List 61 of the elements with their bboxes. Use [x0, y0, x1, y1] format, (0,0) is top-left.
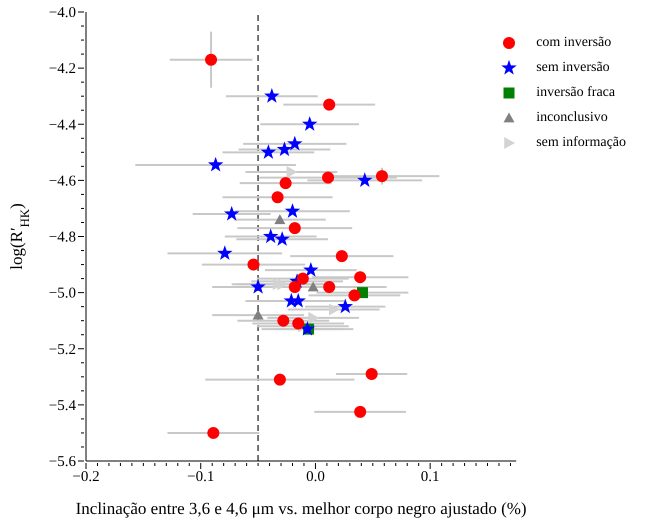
- point: [338, 298, 353, 314]
- legend-label: com inversão: [536, 34, 612, 50]
- point: [287, 136, 303, 150]
- point: [274, 214, 286, 224]
- point: [348, 289, 360, 302]
- point: [323, 98, 336, 111]
- y-tick-label: −5.6: [48, 454, 76, 470]
- point: [288, 222, 301, 234]
- x-tick-label: −0.1: [187, 469, 214, 485]
- point: [308, 312, 320, 324]
- point: [250, 278, 266, 294]
- point: [274, 374, 286, 386]
- x-axis-title: Inclinação entre 3,6 e 4,6 μm vs. melhor corpo negro ajustado (%): [76, 499, 527, 518]
- point: [276, 141, 292, 156]
- point: [308, 282, 319, 292]
- point: [277, 314, 290, 327]
- point: [357, 172, 372, 187]
- point: [208, 156, 224, 172]
- y-tick-label: −4.8: [48, 230, 76, 246]
- point: [286, 166, 298, 178]
- y-tick-label: −4.4: [48, 117, 76, 134]
- y-tick-label: −4.2: [48, 61, 76, 78]
- point: [302, 116, 318, 131]
- legend-label: sem inversão: [536, 60, 610, 76]
- x-tick-label: −0.2: [72, 469, 100, 485]
- point: [207, 426, 220, 439]
- y-tick-label: −4.0: [48, 5, 76, 21]
- x-tick-label: 0.1: [420, 469, 440, 485]
- point: [296, 272, 309, 285]
- x-tick-label: 0.0: [306, 469, 325, 485]
- y-tick-label: −5.4: [48, 398, 76, 414]
- y-tick-label: −5.2: [48, 342, 76, 358]
- point: [323, 281, 336, 293]
- point: [260, 144, 276, 159]
- point: [322, 172, 334, 184]
- point: [328, 303, 340, 316]
- point: [247, 258, 260, 271]
- point: [336, 250, 348, 262]
- point: [262, 228, 278, 244]
- legend-label: sem informação: [536, 134, 626, 150]
- point: [205, 54, 218, 66]
- point: [366, 368, 378, 380]
- y-tick-label: −5.0: [48, 286, 76, 302]
- point: [217, 245, 233, 260]
- point: [264, 88, 280, 103]
- point: [300, 320, 316, 336]
- point: [376, 170, 388, 182]
- point: [284, 203, 300, 218]
- legend-label: inversão fraca: [536, 84, 616, 100]
- point: [252, 310, 264, 320]
- legend-label: inconclusivo: [536, 110, 608, 126]
- point: [288, 281, 301, 293]
- point: [354, 271, 366, 284]
- point: [292, 318, 304, 330]
- point: [354, 406, 366, 418]
- point: [272, 191, 284, 204]
- y-tick-label: −4.6: [48, 173, 76, 190]
- point: [280, 177, 292, 190]
- point: [303, 262, 319, 277]
- point: [274, 231, 290, 246]
- point: [224, 206, 240, 221]
